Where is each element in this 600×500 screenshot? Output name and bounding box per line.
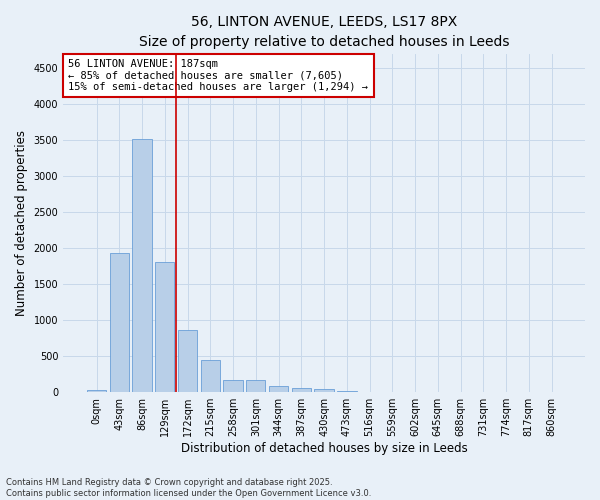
Text: 56 LINTON AVENUE: 187sqm
← 85% of detached houses are smaller (7,605)
15% of sem: 56 LINTON AVENUE: 187sqm ← 85% of detach… bbox=[68, 59, 368, 92]
Text: Contains HM Land Registry data © Crown copyright and database right 2025.
Contai: Contains HM Land Registry data © Crown c… bbox=[6, 478, 371, 498]
Bar bbox=[110, 252, 129, 392]
Bar bbox=[246, 380, 265, 392]
Y-axis label: Number of detached properties: Number of detached properties bbox=[15, 130, 28, 316]
Bar bbox=[314, 390, 334, 392]
Title: 56, LINTON AVENUE, LEEDS, LS17 8PX
Size of property relative to detached houses : 56, LINTON AVENUE, LEEDS, LS17 8PX Size … bbox=[139, 15, 509, 48]
Bar bbox=[178, 330, 197, 392]
Bar bbox=[223, 380, 243, 392]
Bar bbox=[155, 262, 175, 392]
Bar bbox=[269, 386, 288, 392]
X-axis label: Distribution of detached houses by size in Leeds: Distribution of detached houses by size … bbox=[181, 442, 467, 455]
Bar bbox=[133, 139, 152, 392]
Bar bbox=[292, 388, 311, 392]
Bar bbox=[87, 390, 106, 392]
Bar bbox=[200, 360, 220, 392]
